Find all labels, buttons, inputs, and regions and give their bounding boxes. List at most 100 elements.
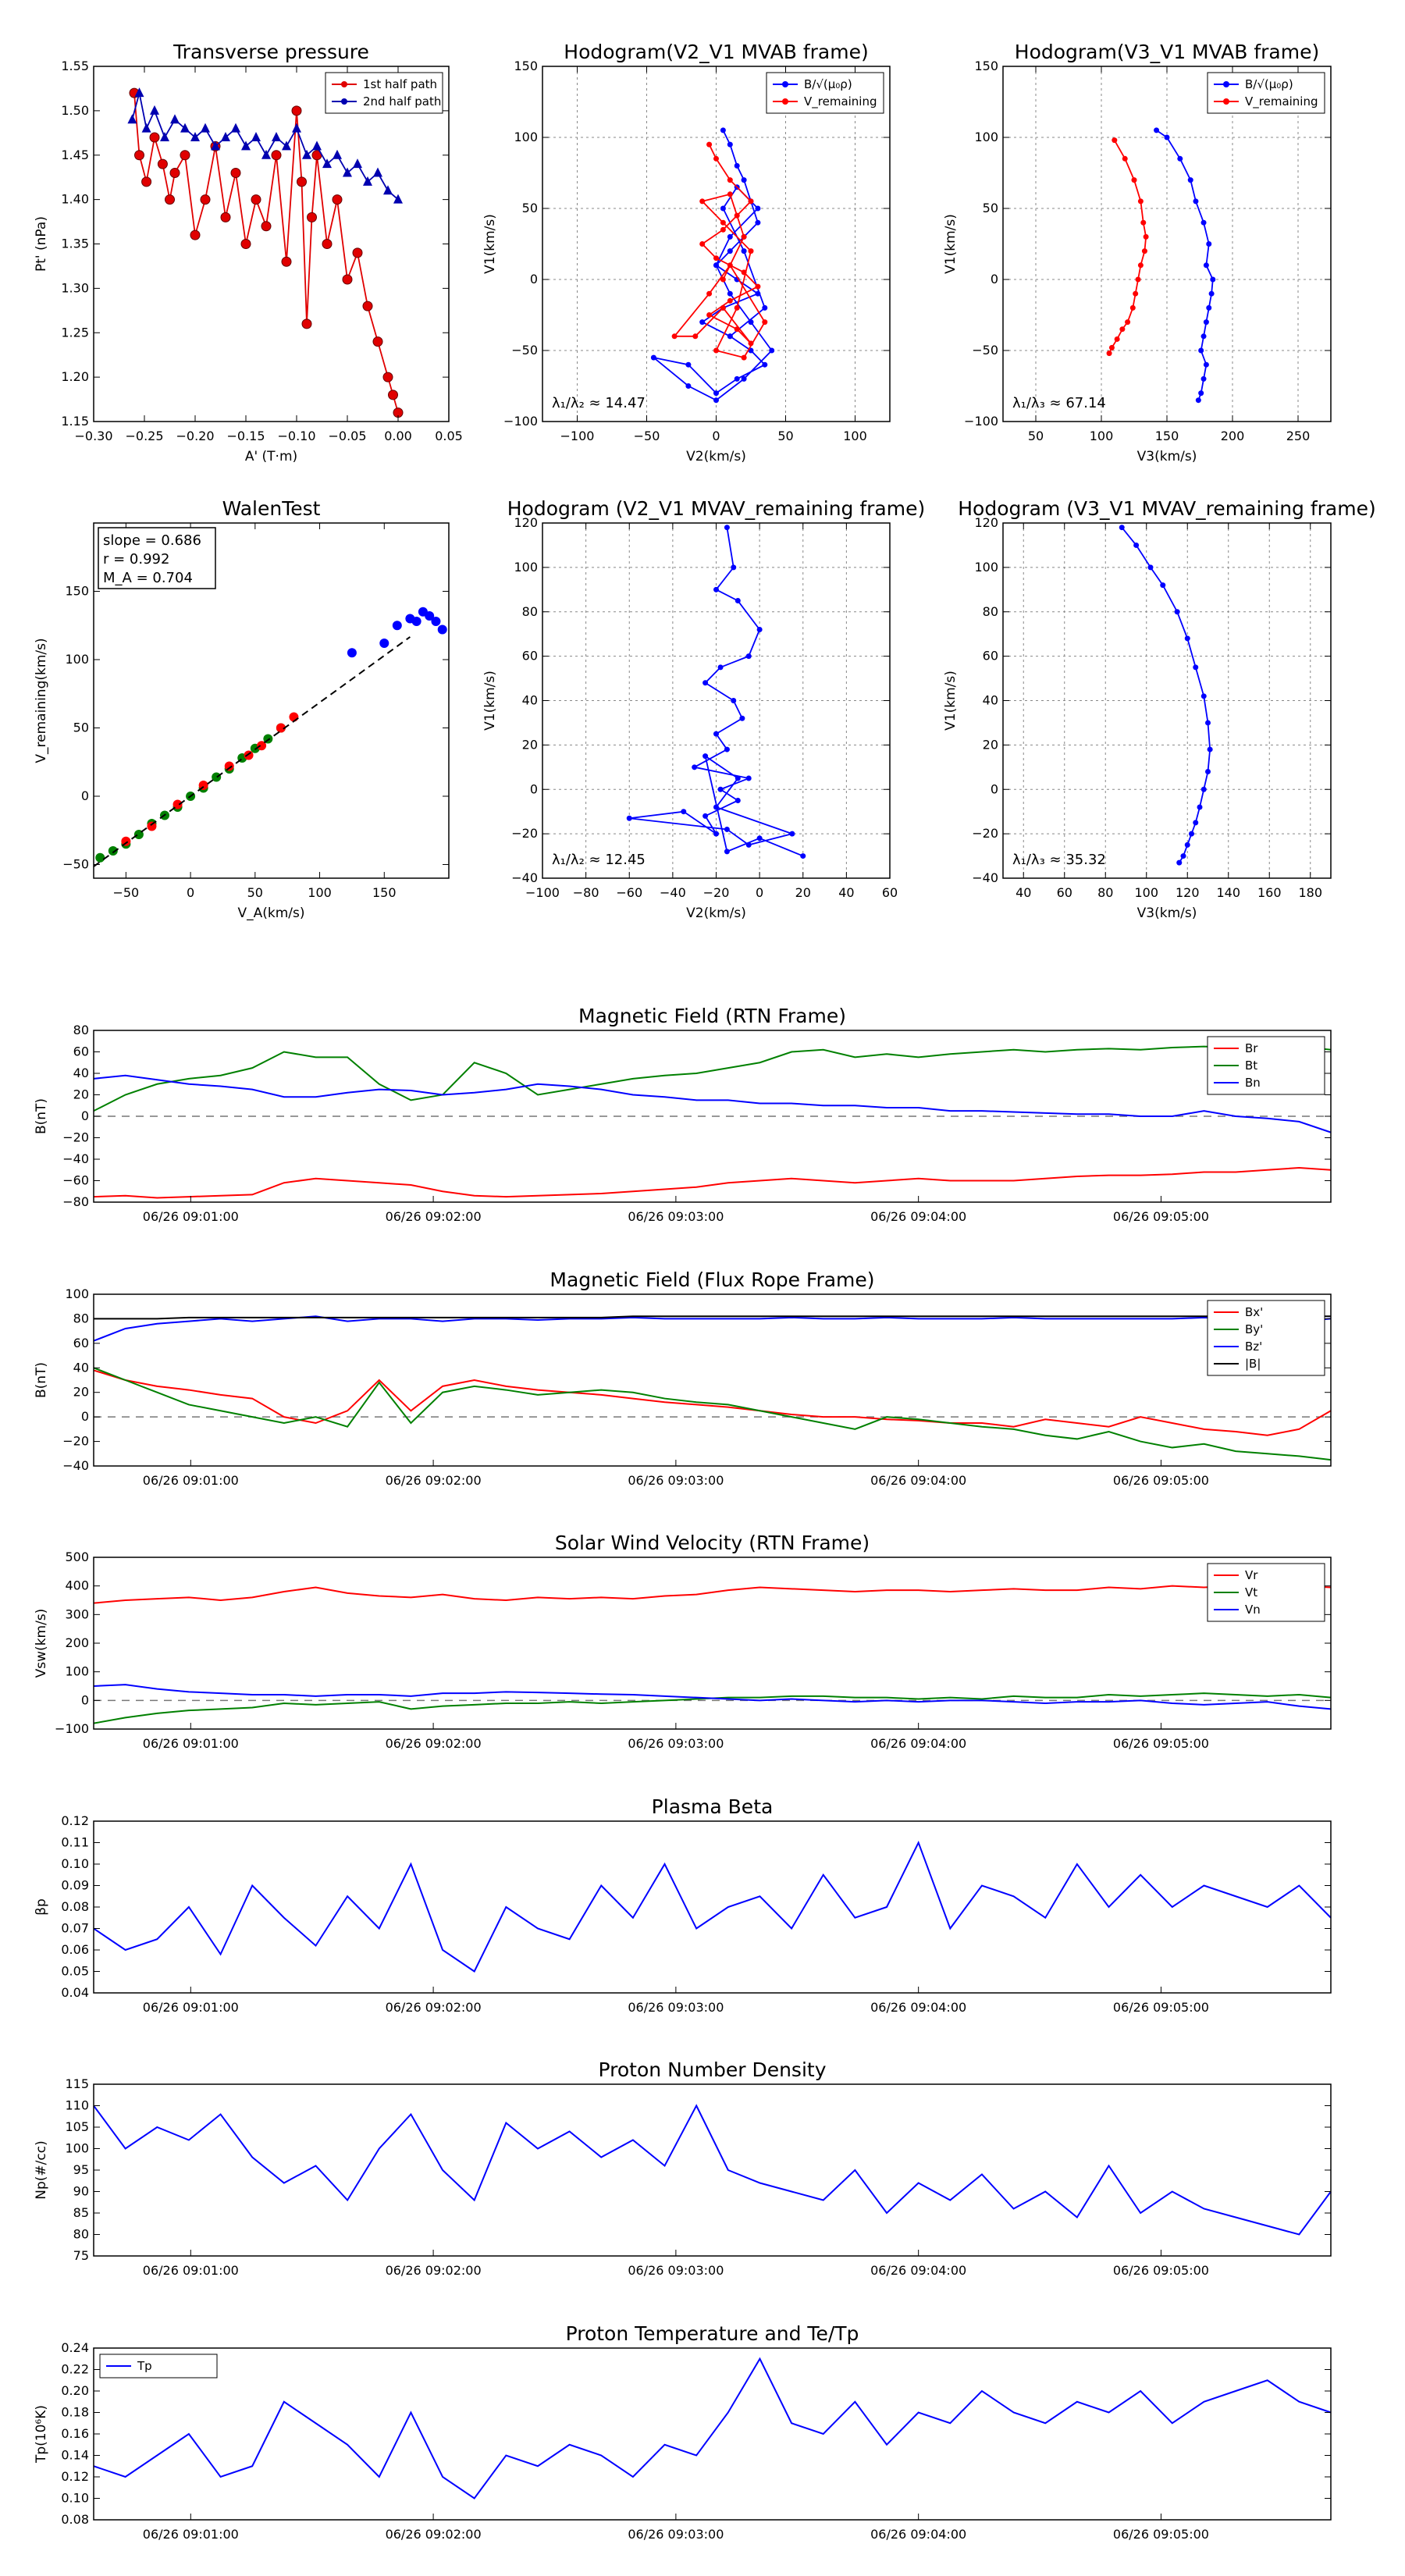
- series-line-|B|: [94, 1315, 1331, 1320]
- data-point: [244, 750, 254, 760]
- series-line: [1121, 527, 1211, 863]
- data-point: [1147, 564, 1154, 571]
- data-point: [190, 229, 201, 240]
- data-point: [702, 680, 709, 686]
- data-point: [699, 198, 706, 205]
- data-point: [149, 132, 160, 143]
- ytick-label: −50: [511, 343, 538, 358]
- data-point: [393, 194, 403, 204]
- data-point: [692, 764, 698, 770]
- eigenvalue-ratio: λ₁/λ₂ ≈ 12.45: [552, 852, 646, 868]
- data-point: [342, 274, 353, 285]
- data-point: [1184, 635, 1190, 642]
- data-point: [1133, 290, 1139, 297]
- data-point: [1180, 853, 1186, 859]
- data-point: [190, 132, 200, 141]
- chart-title: Proton Temperature and Te/Tp: [566, 2322, 859, 2345]
- ytick-label: −80: [62, 1194, 89, 1209]
- data-point: [147, 821, 157, 831]
- plot-frame: [93, 66, 450, 422]
- data-point: [713, 155, 719, 162]
- ytick-label: 0: [81, 1108, 89, 1123]
- data-point: [717, 664, 724, 671]
- data-point: [1135, 276, 1141, 283]
- data-point: [322, 158, 332, 169]
- ytick-label: 0: [991, 781, 998, 796]
- ytick-label: 400: [65, 1578, 89, 1593]
- data-point: [706, 290, 713, 297]
- legend-marker: [341, 81, 347, 87]
- data-point: [301, 318, 312, 329]
- data-point: [681, 809, 687, 815]
- data-point: [769, 347, 775, 354]
- series-line: [653, 130, 773, 401]
- ytick-label: 80: [73, 2227, 89, 2242]
- series-line-Vn: [93, 1684, 1332, 1710]
- data-point: [1187, 177, 1193, 183]
- data-point: [685, 361, 692, 368]
- data-point: [727, 262, 733, 269]
- ytick-label: 0.12: [61, 1813, 89, 1828]
- data-point: [392, 621, 402, 631]
- data-point: [201, 123, 210, 133]
- ytick-label: 0.18: [61, 2405, 89, 2420]
- chart-title: Transverse pressure: [173, 41, 369, 63]
- series-line: [1108, 140, 1147, 354]
- legend-label: Vt: [1245, 1585, 1257, 1599]
- data-point: [347, 648, 357, 658]
- ytick-label: 200: [65, 1635, 89, 1650]
- ytick-label: 100: [974, 130, 998, 144]
- data-point: [1125, 319, 1131, 326]
- data-point: [1184, 841, 1190, 848]
- ytick-label: 0.20: [61, 2383, 89, 2398]
- data-point: [727, 191, 733, 197]
- data-point: [724, 746, 730, 753]
- ytick-label: 60: [73, 1336, 89, 1350]
- data-point: [291, 105, 302, 116]
- x-axis-label: V2(km/s): [686, 906, 746, 921]
- ytick-label: 0.10: [61, 2491, 89, 2506]
- plot-frame: [93, 1820, 1332, 1994]
- data-point: [717, 786, 724, 792]
- data-point: [108, 846, 118, 856]
- xtick-label: −100: [525, 885, 560, 900]
- ytick-label: 100: [65, 2141, 89, 2156]
- data-point: [343, 167, 352, 177]
- data-point: [302, 149, 311, 159]
- ytick-label: 100: [514, 560, 538, 575]
- ytick-label: 150: [65, 584, 89, 599]
- ytick-label: 50: [983, 201, 998, 215]
- data-point: [1141, 248, 1147, 254]
- data-point: [755, 205, 761, 212]
- xtick-label: 0.05: [435, 429, 463, 443]
- data-point: [1200, 219, 1207, 226]
- series-line: [131, 92, 399, 201]
- legend-label: Bx': [1245, 1305, 1263, 1319]
- xtick-label: 06/26 09:03:00: [628, 1209, 724, 1224]
- data-point: [363, 176, 372, 186]
- data-point: [1205, 720, 1211, 726]
- xtick-label: −40: [660, 885, 686, 900]
- legend-marker: [782, 81, 788, 87]
- ytick-label: 0.14: [61, 2448, 89, 2463]
- xtick-label: 06/26 09:02:00: [386, 1736, 482, 1751]
- xtick-label: 06/26 09:05:00: [1113, 2527, 1209, 2542]
- data-point: [1140, 219, 1147, 226]
- xtick-label: 0.00: [384, 429, 412, 443]
- chart-ts2: −40 −20 0 20 40 60 80 100 06/26 09:01:00 06/26 09…: [34, 1268, 1332, 1488]
- data-point: [220, 212, 231, 222]
- data-point: [762, 304, 768, 311]
- y-axis-label: B(nT): [34, 1098, 49, 1134]
- data-point: [292, 123, 301, 133]
- legend-label: Bz': [1245, 1340, 1262, 1354]
- ytick-label: −50: [62, 857, 89, 872]
- xtick-label: 100: [1134, 885, 1158, 900]
- xtick-label: 50: [1028, 429, 1044, 443]
- data-point: [626, 815, 632, 821]
- ytick-label: 50: [522, 201, 538, 215]
- data-point: [702, 813, 709, 819]
- ytick-label: 150: [514, 59, 538, 73]
- data-point: [383, 185, 393, 195]
- ytick-label: −40: [62, 1151, 89, 1166]
- chart-title: Hodogram(V2_V1 MVAB frame): [564, 41, 868, 63]
